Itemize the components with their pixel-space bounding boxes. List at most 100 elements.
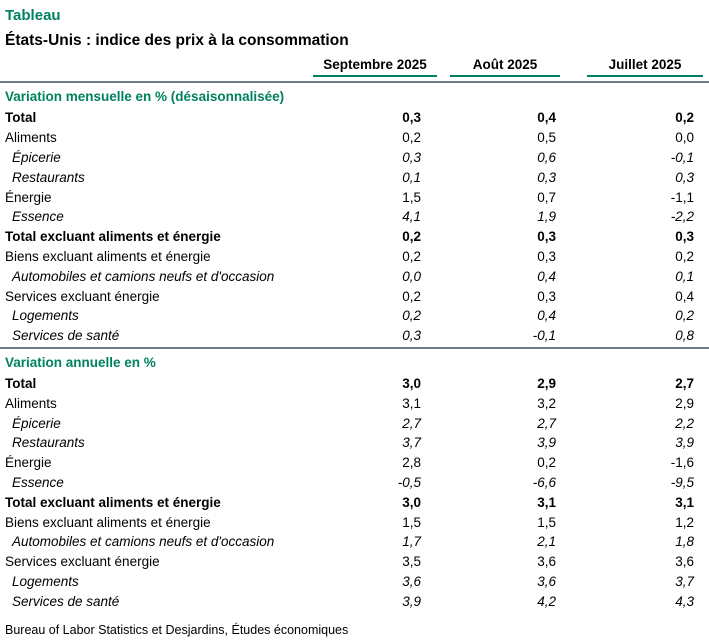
row-label: Aliments xyxy=(5,130,57,146)
row-label: Services de santé xyxy=(12,593,120,609)
table-row: Services de santé 0,3 -0,1 0,8 xyxy=(0,326,709,346)
cell-value: 3,7 xyxy=(402,435,421,451)
row-label: Restaurants xyxy=(12,169,85,185)
column-header-row: Septembre 2025 Août 2025 Juillet 2025 xyxy=(0,56,709,83)
cell-value: 0,3 xyxy=(402,149,421,165)
cell-value: 0,0 xyxy=(675,130,694,146)
row-label: Total excluant aliments et énergie xyxy=(5,494,221,510)
cell-value: 3,7 xyxy=(675,573,694,589)
cell-value: 3,1 xyxy=(402,395,421,411)
column-septembre-2025: Septembre 2025 xyxy=(290,56,437,77)
cell-value: 0,2 xyxy=(675,308,694,324)
cell-value: 1,7 xyxy=(402,534,421,550)
cell-value: 0,5 xyxy=(537,130,556,146)
row-label: Services excluant énergie xyxy=(5,288,160,304)
cell-value: 0,2 xyxy=(402,288,421,304)
cell-value: 0,3 xyxy=(402,328,421,344)
cell-value: 1,5 xyxy=(402,514,421,530)
cell-value: -0,1 xyxy=(532,328,556,344)
section-title: Variation mensuelle en % (désaisonnalisé… xyxy=(5,89,285,104)
table-row: Total excluant aliments et énergie 3,0 3,1… xyxy=(0,492,709,512)
column-header-label: Août 2025 xyxy=(450,56,560,77)
cell-value: 0,1 xyxy=(402,169,421,185)
row-label: Total xyxy=(5,375,37,391)
cell-value: 1,2 xyxy=(675,514,694,530)
table-row: Restaurants 3,7 3,9 3,9 xyxy=(0,433,709,453)
section-title: Variation annuelle en % xyxy=(5,354,156,370)
cell-value: 2,2 xyxy=(675,415,694,431)
cell-value: 0,2 xyxy=(402,229,421,245)
cell-value: 3,5 xyxy=(402,554,421,570)
table-row: Total 0,3 0,4 0,2 xyxy=(0,108,709,128)
row-label: Automobiles et camions neufs et d'occasi… xyxy=(12,268,275,284)
cell-value: 3,0 xyxy=(402,494,421,510)
column-header-label: Septembre 2025 xyxy=(313,56,437,77)
row-label: Épicerie xyxy=(12,149,61,165)
table-row: Épicerie 0,3 0,6 -0,1 xyxy=(0,148,709,168)
table-body: Variation mensuelle en % (désaisonnalisé… xyxy=(0,83,709,611)
row-label: Biens excluant aliments et énergie xyxy=(5,248,211,264)
cell-value: 0,6 xyxy=(537,149,556,165)
table-row: Automobiles et camions neufs et d'occasi… xyxy=(0,532,709,552)
table-row: Services excluant énergie 0,2 0,3 0,4 xyxy=(0,286,709,306)
table-section: Variation annuelle en % Total 3,0 2,9 2,7 Ali… xyxy=(0,346,709,612)
cell-value: 2,1 xyxy=(537,534,556,550)
cell-value: 2,7 xyxy=(537,415,556,431)
table-row: Biens excluant aliments et énergie 1,5 1,5… xyxy=(0,512,709,532)
row-label: Biens excluant aliments et énergie xyxy=(5,514,211,530)
row-label: Énergie xyxy=(5,455,52,471)
cell-value: 2,8 xyxy=(402,455,421,471)
source-note: Bureau of Labor Statistics et Desjardins… xyxy=(5,623,349,638)
cell-value: 1,8 xyxy=(675,534,694,550)
cell-value: 3,9 xyxy=(675,435,694,451)
cell-value: 3,2 xyxy=(537,395,556,411)
cell-value: 3,6 xyxy=(537,573,556,589)
row-label: Logements xyxy=(12,573,79,589)
cell-value: 2,7 xyxy=(402,415,421,431)
column-header-spacer xyxy=(0,56,290,77)
table-row: Aliments 0,2 0,5 0,0 xyxy=(0,128,709,148)
column-aout-2025: Août 2025 xyxy=(437,56,560,77)
cell-value: 2,9 xyxy=(537,375,556,391)
cell-value: 0,4 xyxy=(537,268,556,284)
cell-value: 4,1 xyxy=(402,209,421,225)
cell-value: 0,2 xyxy=(675,248,694,264)
cell-value: 0,0 xyxy=(402,268,421,284)
cell-value: 0,2 xyxy=(402,248,421,264)
table-row: Logements 3,6 3,6 3,7 xyxy=(0,572,709,592)
cell-value: 0,4 xyxy=(537,110,556,126)
cell-value: 3,6 xyxy=(675,554,694,570)
column-header-label: Juillet 2025 xyxy=(587,56,703,77)
cell-value: 0,7 xyxy=(537,189,556,205)
figure-title: États-Unis : indice des prix à la consom… xyxy=(5,32,349,49)
table-row: Essence -0,5 -6,6 -9,5 xyxy=(0,473,709,493)
cell-value: -1,6 xyxy=(670,455,694,471)
row-label: Services de santé xyxy=(12,328,120,344)
table-row: Aliments 3,1 3,2 2,9 xyxy=(0,393,709,413)
row-label: Automobiles et camions neufs et d'occasi… xyxy=(12,534,275,550)
cell-value: 3,9 xyxy=(537,435,556,451)
cell-value: 0,3 xyxy=(537,229,556,245)
cell-value: -9,5 xyxy=(670,474,694,490)
cell-value: 0,3 xyxy=(402,110,421,126)
cell-value: -1,1 xyxy=(670,189,694,205)
row-label: Restaurants xyxy=(12,435,85,451)
row-label: Logements xyxy=(12,308,79,324)
cell-value: 0,2 xyxy=(402,308,421,324)
cell-value: 0,4 xyxy=(537,308,556,324)
cell-value: 0,3 xyxy=(537,169,556,185)
cell-value: 2,9 xyxy=(675,395,694,411)
row-label: Services excluant énergie xyxy=(5,554,160,570)
row-label: Total xyxy=(5,110,37,126)
cell-value: 3,1 xyxy=(675,494,694,510)
table-row: Restaurants 0,1 0,3 0,3 xyxy=(0,167,709,187)
figure-eyebrow: Tableau xyxy=(5,7,61,24)
cell-value: 4,2 xyxy=(537,593,556,609)
table-section: Variation mensuelle en % (désaisonnalisé… xyxy=(0,83,709,346)
cell-value: 0,3 xyxy=(537,288,556,304)
cell-value: 0,3 xyxy=(675,229,694,245)
table-row: Total excluant aliments et énergie 0,2 0,3… xyxy=(0,227,709,247)
cell-value: 3,9 xyxy=(402,593,421,609)
cell-value: 0,2 xyxy=(537,455,556,471)
